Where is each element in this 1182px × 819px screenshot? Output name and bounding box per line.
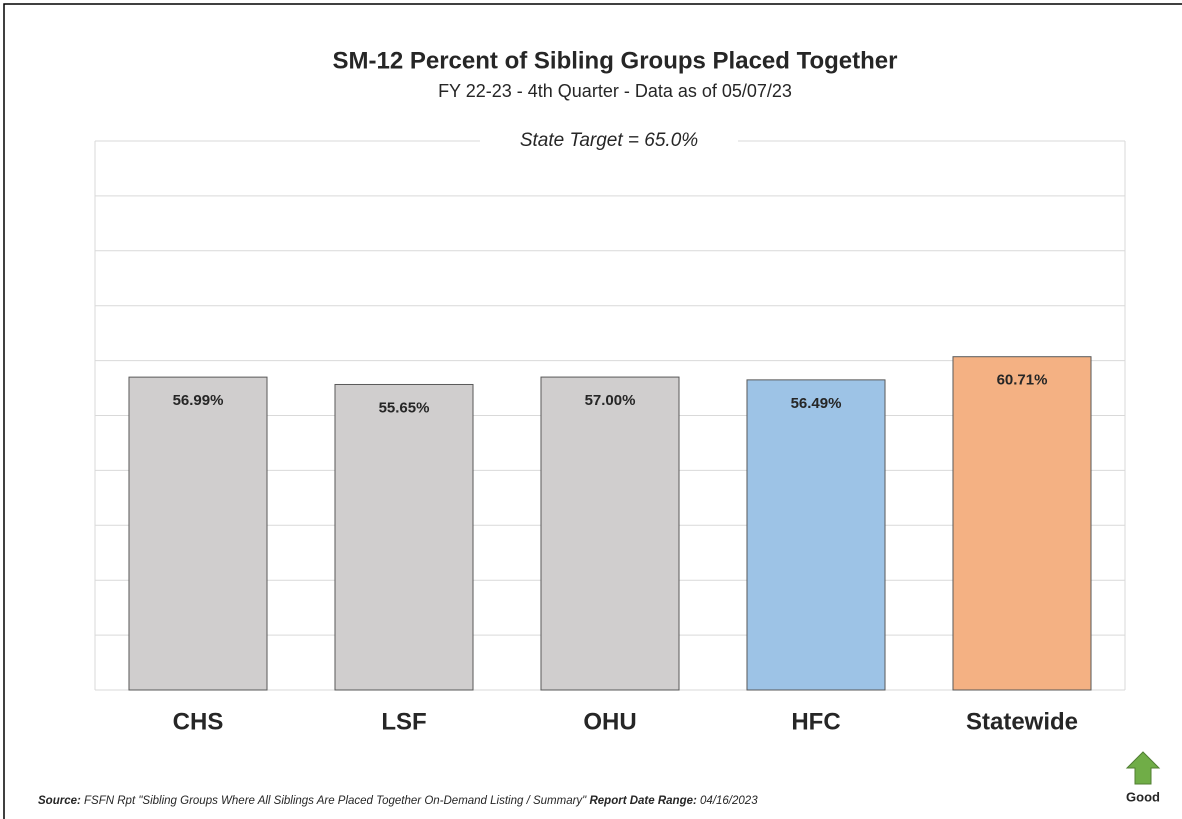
target-label-bg [480,128,738,154]
chart-subtitle: FY 22-23 - 4th Quarter - Data as of 05/0… [438,81,792,101]
chart-title: SM-12 Percent of Sibling Groups Placed T… [333,47,898,74]
source-label: Source: [38,795,81,807]
bar [334,383,474,691]
x-tick-label: CHS [173,708,224,735]
bar [540,376,680,691]
good-label: Good [1126,789,1160,804]
value-label: 56.99% [173,392,224,409]
bar [952,356,1092,691]
source-text: FSFN Rpt "Sibling Groups Where All Sibli… [84,795,587,807]
value-label: 55.65% [379,399,430,416]
x-tick-label: Statewide [966,708,1078,735]
range-text: 04/16/2023 [700,795,758,807]
value-label: 56.49% [791,395,842,412]
bar [128,376,268,691]
value-label: 60.71% [997,372,1048,389]
range-label: Report Date Range: [589,795,697,807]
good-arrow [1125,751,1161,785]
frame [3,3,1182,819]
x-tick-label: HFC [791,708,840,735]
source-note: Source: FSFN Rpt "Sibling Groups Where A… [38,795,758,807]
bar [746,379,886,691]
x-tick-label: LSF [381,708,426,735]
x-tick-label: OHU [583,708,636,735]
target-label: State Target = 65.0% [520,130,698,151]
value-label: 57.00% [585,392,636,409]
